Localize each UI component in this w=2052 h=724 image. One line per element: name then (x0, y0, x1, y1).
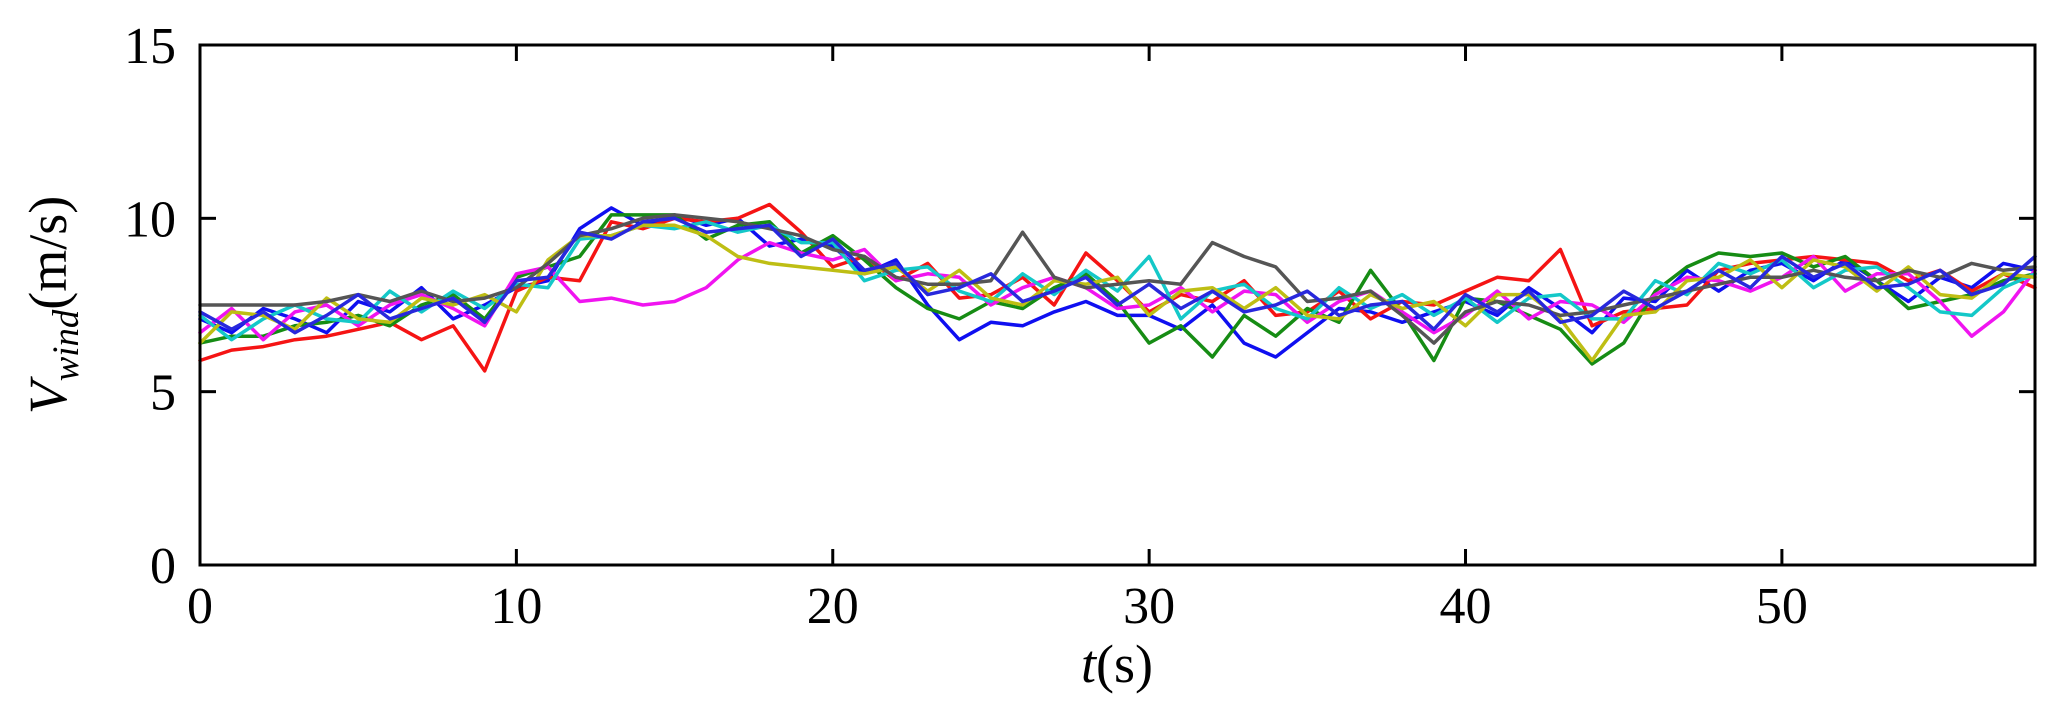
x-axis-label: t(s) (1081, 633, 1153, 695)
x-tick-label: 40 (1440, 578, 1492, 635)
y-tick-label: 15 (124, 18, 176, 75)
y-axis-subscript: wind (44, 309, 86, 382)
y-tick-label: 0 (150, 538, 176, 595)
y-tick-label: 5 (150, 365, 176, 422)
y-axis-label: Vwind(m/s) (17, 196, 87, 414)
x-tick-label: 10 (490, 578, 542, 635)
y-tick-label: 10 (124, 191, 176, 248)
series-line-6 (198, 223, 2037, 363)
x-axis-variable: t (1081, 634, 1097, 694)
x-tick-label: 30 (1123, 578, 1175, 635)
x-tick-label: 0 (187, 578, 213, 635)
x-tick-label: 50 (1756, 578, 1808, 635)
series-line-8 (198, 216, 2037, 335)
x-tick-label: 20 (807, 578, 859, 635)
y-axis-variable: V (18, 381, 79, 415)
series-line-7 (198, 213, 2037, 345)
x-axis-unit: (s) (1096, 634, 1153, 694)
y-axis-unit: (m/s) (18, 195, 79, 310)
plot-border (198, 43, 2037, 567)
